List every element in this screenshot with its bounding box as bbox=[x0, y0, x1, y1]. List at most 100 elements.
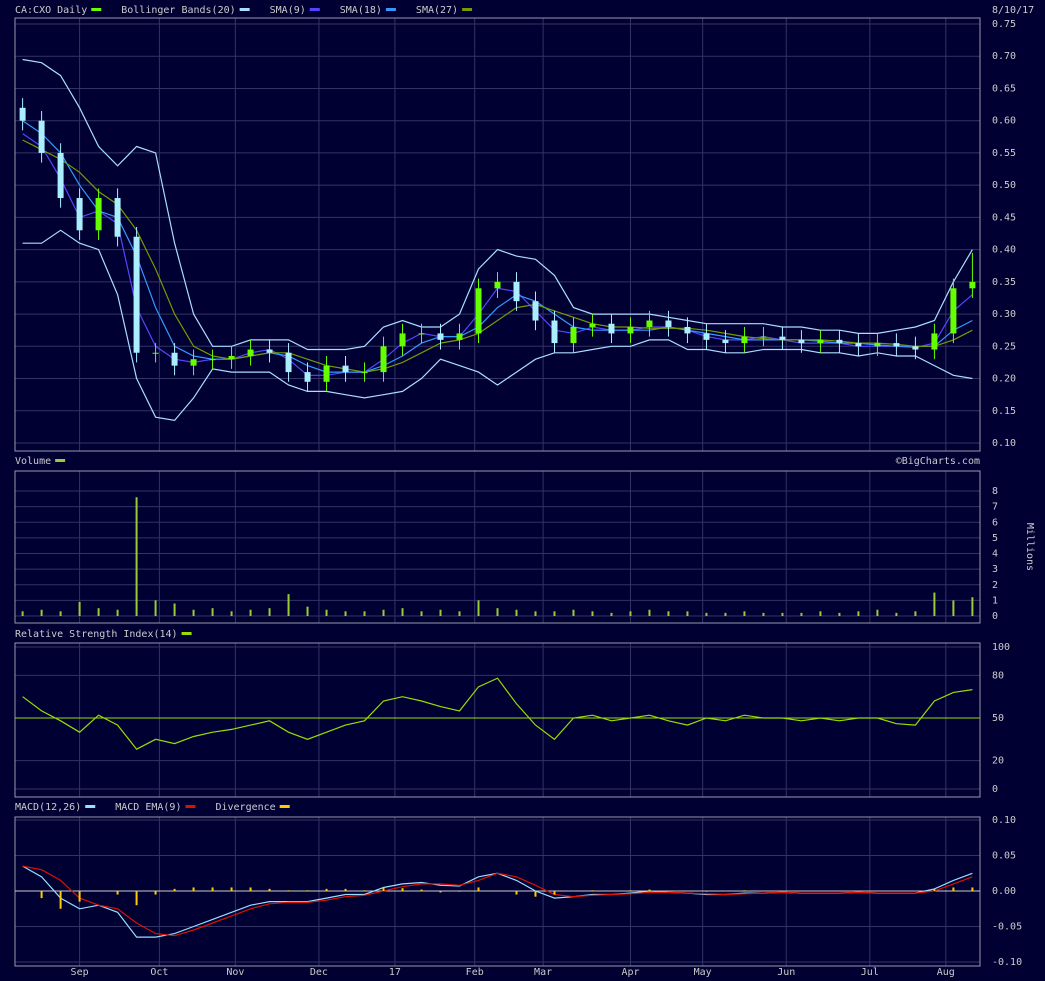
candle-body bbox=[513, 281, 520, 302]
candle-body bbox=[323, 365, 330, 382]
macd-line bbox=[22, 865, 973, 937]
volume-bar bbox=[819, 611, 822, 616]
candle-body bbox=[950, 288, 957, 334]
candle-body bbox=[551, 320, 558, 344]
volume-bar bbox=[458, 611, 461, 616]
volume-bar bbox=[572, 609, 575, 616]
legend-label: SMA(27) bbox=[416, 5, 458, 16]
volume-bar bbox=[135, 497, 138, 616]
bollinger-upper bbox=[22, 58, 973, 351]
legend-label: SMA(18) bbox=[340, 5, 382, 16]
panel-frame bbox=[14, 470, 981, 624]
divergence-bar bbox=[496, 891, 499, 892]
x-tick-label: Jul bbox=[861, 967, 879, 978]
legend-swatch bbox=[85, 805, 96, 808]
divergence-bar bbox=[800, 891, 803, 892]
candle-body bbox=[133, 236, 140, 353]
divergence-bar bbox=[762, 891, 765, 892]
candle-body bbox=[969, 281, 976, 289]
volume-bar bbox=[591, 611, 594, 616]
y-tick-label: 0.50 bbox=[992, 180, 1016, 191]
x-tick-label: Feb bbox=[466, 967, 484, 978]
volume-bar bbox=[667, 611, 670, 616]
y-tick-label: 0 bbox=[992, 784, 998, 795]
divergence-bar bbox=[477, 887, 480, 891]
divergence-bar bbox=[116, 891, 119, 895]
volume-bar bbox=[515, 609, 518, 616]
divergence-bar bbox=[648, 889, 651, 891]
candle-body bbox=[798, 339, 805, 344]
volume-bar bbox=[40, 609, 43, 616]
divergence-bar bbox=[952, 887, 955, 891]
x-tick-label: 17 bbox=[389, 967, 401, 978]
legend-swatch bbox=[385, 8, 396, 11]
y-tick-label: -0.05 bbox=[992, 922, 1022, 933]
volume-bar bbox=[249, 609, 252, 616]
divergence-bar bbox=[610, 891, 613, 892]
date-label: 8/10/17 bbox=[992, 5, 1034, 16]
divergence-bar bbox=[306, 890, 309, 891]
divergence-bar bbox=[401, 888, 404, 891]
volume-bar bbox=[154, 600, 157, 616]
volume-bar bbox=[21, 611, 24, 616]
candle-body bbox=[665, 320, 672, 327]
divergence-bar bbox=[914, 891, 917, 892]
divergence-bar bbox=[458, 891, 461, 892]
bollinger-lower bbox=[22, 229, 973, 422]
candle-body bbox=[912, 346, 919, 350]
x-tick-label: Nov bbox=[226, 967, 244, 978]
volume-bar bbox=[230, 611, 233, 616]
panel: 0 1 2 3 4 5 6 7 8 Millions bbox=[14, 470, 1035, 624]
sma-line bbox=[22, 120, 973, 373]
divergence-bar bbox=[230, 887, 233, 891]
candle-body bbox=[418, 333, 425, 335]
volume-bar bbox=[477, 600, 480, 616]
candle-body bbox=[437, 333, 444, 340]
divergence-bar bbox=[781, 891, 784, 892]
y-tick-label: 8 bbox=[992, 486, 998, 497]
volume-bar bbox=[97, 608, 100, 616]
candle-body bbox=[817, 339, 824, 344]
candle-body bbox=[380, 346, 387, 373]
divergence-bar bbox=[325, 888, 328, 891]
y-tick-label: 0.65 bbox=[992, 83, 1016, 94]
candle-body bbox=[646, 320, 653, 327]
candle-body bbox=[855, 343, 862, 347]
y-tick-label: 80 bbox=[992, 670, 1004, 681]
candle-body bbox=[228, 355, 235, 360]
candle-body bbox=[456, 333, 463, 340]
divergence-bar bbox=[591, 890, 594, 891]
y-tick-label: 0.70 bbox=[992, 51, 1016, 62]
sma-line bbox=[22, 139, 973, 373]
volume-bar bbox=[78, 601, 81, 616]
y-tick-label: 7 bbox=[992, 502, 998, 513]
y-tick-label: 0.30 bbox=[992, 309, 1016, 320]
y-tick-label: 0.55 bbox=[992, 148, 1016, 159]
candle-body bbox=[741, 336, 748, 344]
volume-bar bbox=[382, 609, 385, 616]
y-tick-label: 0.10 bbox=[992, 438, 1016, 449]
legend-label: Bollinger Bands(20) bbox=[121, 5, 235, 16]
divergence-bar bbox=[97, 891, 100, 892]
candle-body bbox=[532, 301, 539, 321]
volume-bar bbox=[971, 597, 974, 616]
y-tick-label: 0 bbox=[992, 611, 998, 622]
candle-body bbox=[361, 372, 368, 374]
credit: ©BigCharts.com bbox=[896, 456, 980, 467]
volume-bar bbox=[648, 609, 651, 616]
volume-bar bbox=[876, 609, 879, 616]
volume-bar bbox=[857, 611, 860, 616]
candle-body bbox=[494, 281, 501, 289]
y-tick-label: 5 bbox=[992, 533, 998, 544]
volume-bar bbox=[192, 609, 195, 616]
y-tick-label: 0.40 bbox=[992, 245, 1016, 256]
panel: 0.10 0.15 0.20 0.25 0.30 0.35 0.40 0.45 0.50 0.55… bbox=[14, 5, 1034, 467]
volume-bar bbox=[534, 611, 537, 616]
y-tick-label: 3 bbox=[992, 564, 998, 575]
y-tick-label: 0.25 bbox=[992, 341, 1016, 352]
divergence-bar bbox=[173, 888, 176, 891]
y-tick-label: 1 bbox=[992, 595, 998, 606]
y-tick-label: -0.10 bbox=[992, 957, 1022, 968]
divergence-bar bbox=[344, 888, 347, 891]
